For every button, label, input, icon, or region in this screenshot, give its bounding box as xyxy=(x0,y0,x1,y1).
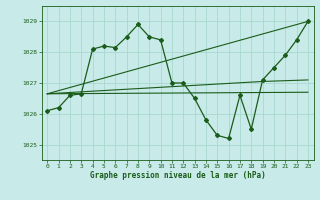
X-axis label: Graphe pression niveau de la mer (hPa): Graphe pression niveau de la mer (hPa) xyxy=(90,171,266,180)
